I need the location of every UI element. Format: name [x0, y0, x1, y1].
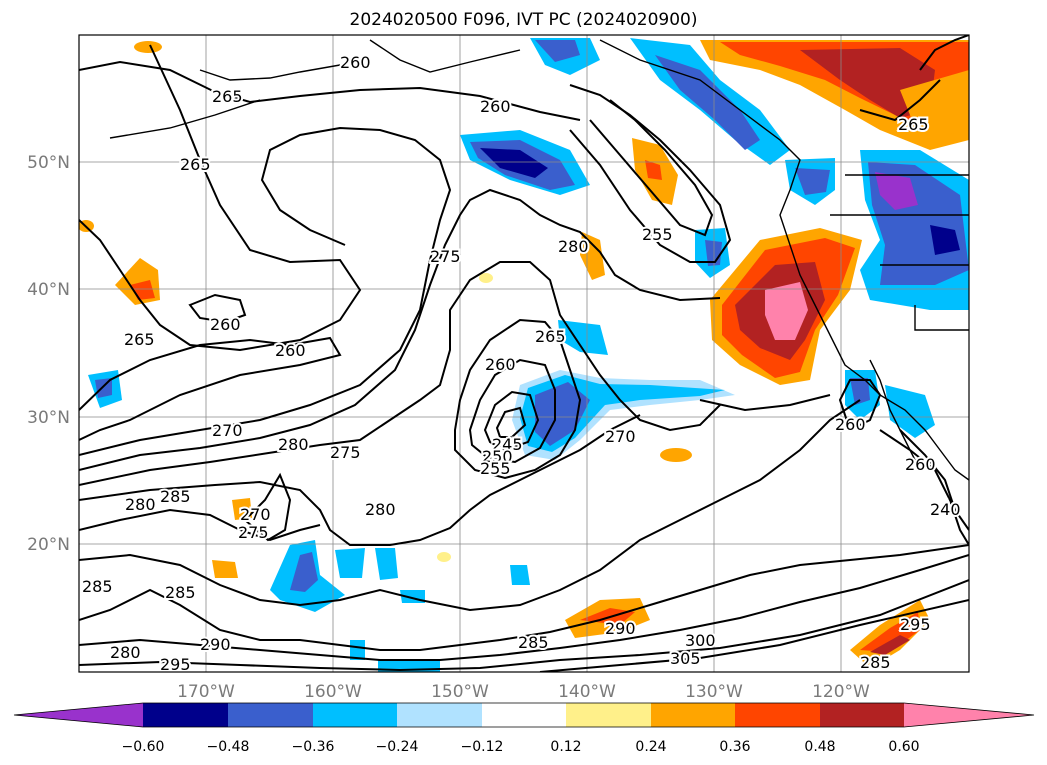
coastlines [109, 39, 969, 481]
colorbar-segment [482, 703, 566, 727]
svg-text:265: 265 [212, 87, 243, 106]
latitude-labels: 50°N 40°N 30°N 20°N [27, 153, 70, 555]
lon-label-160w: 160°W [304, 682, 362, 702]
colorbar-tick: 0.12 [550, 739, 581, 755]
colorbar-segment [313, 703, 397, 727]
svg-text:285: 285 [165, 583, 196, 602]
colorbar-tick: 0.60 [888, 739, 919, 755]
svg-text:275: 275 [430, 247, 461, 266]
lon-label-130w: 130°W [685, 682, 743, 702]
svg-text:270: 270 [605, 427, 636, 446]
svg-text:280: 280 [365, 500, 396, 519]
svg-text:265: 265 [180, 155, 211, 174]
colorbar-tick: −0.48 [207, 739, 250, 755]
svg-text:255: 255 [480, 459, 511, 478]
svg-text:290: 290 [200, 635, 231, 654]
colorbar-ticks: −0.60 −0.48 −0.36 −0.24 −0.12 0.12 0.24 … [122, 739, 920, 755]
map-frame [78, 34, 970, 673]
shaded-regions [79, 38, 969, 672]
lon-label-120w: 120°W [812, 682, 870, 702]
svg-text:255: 255 [642, 225, 673, 244]
contours [79, 35, 969, 672]
svg-text:245: 245 [492, 435, 523, 454]
svg-text:290: 290 [605, 619, 636, 638]
svg-text:260: 260 [210, 315, 241, 334]
svg-text:260: 260 [835, 415, 866, 434]
svg-text:270: 270 [240, 505, 271, 524]
svg-text:295: 295 [160, 655, 191, 674]
svg-text:260: 260 [340, 53, 371, 72]
svg-text:300: 300 [685, 631, 716, 650]
lon-label-170w: 170°W [177, 682, 235, 702]
svg-text:260: 260 [485, 355, 516, 374]
colorbar-segment [143, 703, 228, 727]
svg-text:260: 260 [480, 97, 511, 116]
colorbar-segment [397, 703, 482, 727]
colorbar-tick: −0.36 [292, 739, 335, 755]
svg-text:280: 280 [558, 237, 589, 256]
lat-label-50n: 50°N [27, 153, 70, 173]
map-title: 2024020500 F096, IVT PC (2024020900) [349, 10, 698, 30]
svg-text:260: 260 [905, 455, 936, 474]
colorbar-tick: 0.48 [804, 739, 835, 755]
contour-labels: 260 265 260 265 275 280 255 260 260 265 … [80, 51, 963, 674]
colorbar: −0.60 −0.48 −0.36 −0.24 −0.12 0.12 0.24 … [13, 702, 1035, 755]
svg-text:285: 285 [160, 487, 191, 506]
svg-text:305: 305 [670, 649, 701, 668]
svg-text:280: 280 [278, 435, 309, 454]
svg-text:240: 240 [930, 500, 961, 519]
colorbar-segment [228, 703, 313, 727]
svg-text:265: 265 [535, 327, 566, 346]
colorbar-tick: −0.60 [122, 739, 165, 755]
colorbar-segment [820, 703, 904, 727]
svg-text:280: 280 [110, 643, 141, 662]
longitude-labels: 170°W 160°W 150°W 140°W 130°W 120°W [177, 682, 870, 702]
svg-text:275: 275 [238, 523, 269, 542]
colorbar-tick: −0.24 [376, 739, 419, 755]
svg-text:280: 280 [125, 495, 156, 514]
svg-text:265: 265 [124, 330, 155, 349]
svg-text:295: 295 [900, 615, 931, 634]
colorbar-tick: 0.36 [719, 739, 750, 755]
svg-text:265: 265 [898, 115, 929, 134]
colorbar-tick: 0.24 [635, 739, 666, 755]
lat-label-30n: 30°N [27, 408, 70, 428]
lat-label-20n: 20°N [27, 535, 70, 555]
svg-text:285: 285 [82, 577, 113, 596]
lon-label-140w: 140°W [558, 682, 616, 702]
svg-text:260: 260 [275, 341, 306, 360]
lon-label-150w: 150°W [431, 682, 489, 702]
colorbar-extend-left [14, 703, 143, 727]
svg-text:250: 250 [482, 447, 513, 466]
svg-text:275: 275 [330, 443, 361, 462]
map-content: 260 265 260 265 275 280 255 260 260 265 … [79, 35, 969, 674]
colorbar-segment [735, 703, 820, 727]
colorbar-extend-right [904, 703, 1034, 727]
graticule [79, 35, 969, 672]
svg-text:270: 270 [212, 421, 243, 440]
svg-text:285: 285 [518, 633, 549, 652]
lat-label-40n: 40°N [27, 280, 70, 300]
svg-text:285: 285 [860, 653, 891, 672]
colorbar-tick: −0.12 [461, 739, 504, 755]
colorbar-segment [651, 703, 735, 727]
colorbar-segment [566, 703, 651, 727]
